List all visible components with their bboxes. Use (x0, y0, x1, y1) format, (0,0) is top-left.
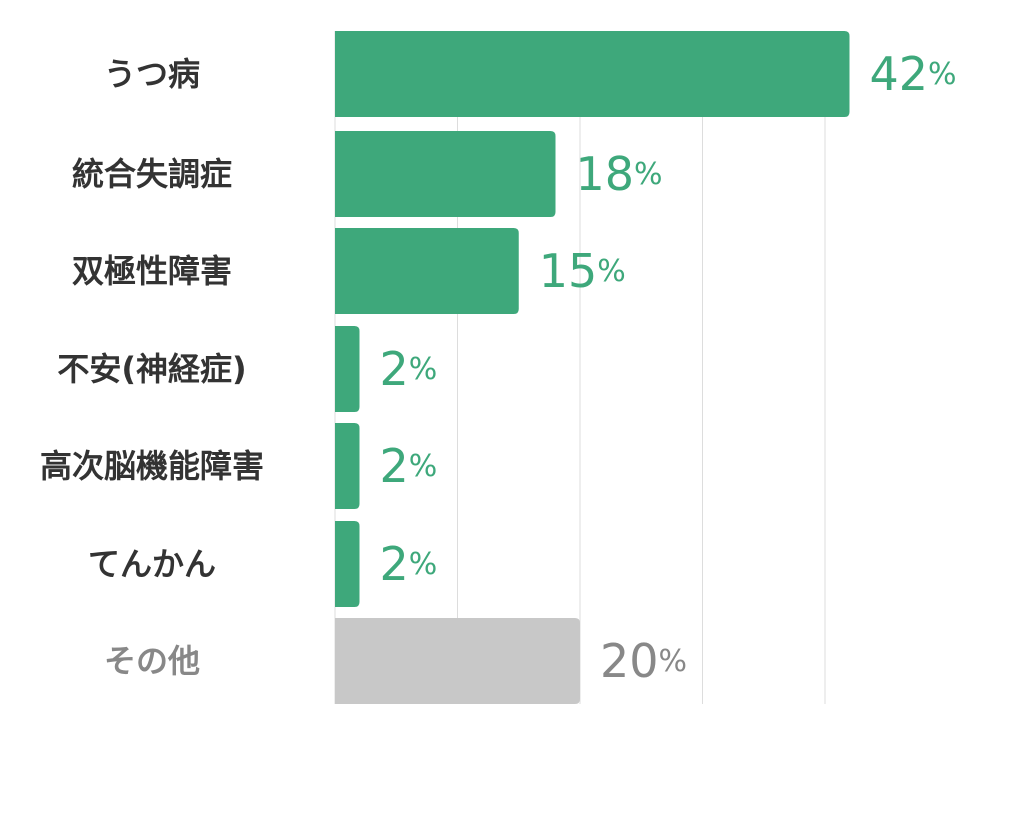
value-label: 2% (380, 439, 438, 493)
bar (335, 131, 556, 217)
category-label: 不安(神経症) (57, 350, 246, 388)
category-label: 双極性障害 (72, 252, 232, 290)
category-label: その他 (104, 642, 200, 680)
category-label: うつ病 (104, 55, 200, 93)
value-label: 2% (380, 537, 438, 591)
bar (335, 228, 519, 314)
bar (335, 423, 360, 509)
value-label: 18% (576, 147, 663, 201)
category-label: 高次脳機能障害 (40, 447, 264, 485)
category-label: てんかん (88, 545, 216, 583)
value-label: 2% (380, 342, 438, 396)
bar (335, 326, 360, 412)
value-label: 20% (600, 634, 687, 688)
bar (335, 521, 360, 607)
value-label: 15% (539, 244, 626, 298)
category-label: 統合失調症 (72, 155, 232, 193)
value-label: 42% (870, 47, 957, 101)
bar (335, 31, 850, 117)
bar (335, 618, 580, 704)
bars (335, 31, 850, 704)
value-labels: 42% 18% 15% 2% 2% 2% 20% (380, 47, 957, 688)
